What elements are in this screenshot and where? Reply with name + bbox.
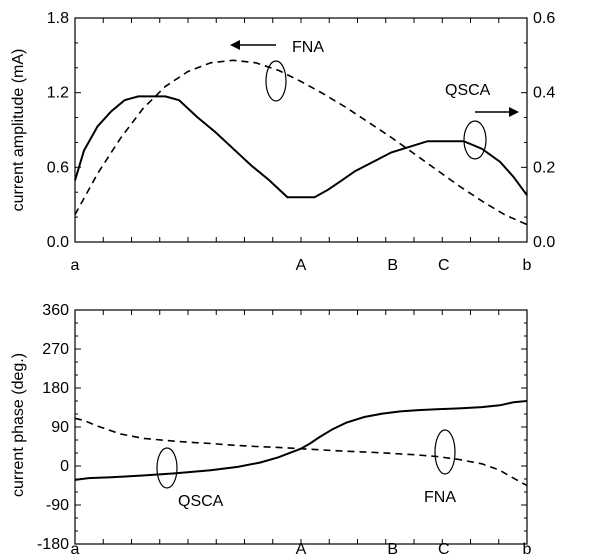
fna-phase-label: FNA	[424, 489, 456, 506]
phase-y-tick-label: 270	[42, 341, 69, 358]
phase-y-tick-label: -180	[37, 536, 69, 553]
amplitude-y-tick-label: 1.8	[47, 10, 69, 27]
amplitude-y2-tick-label: 0.4	[533, 85, 555, 102]
phase-y-tick-label: 360	[42, 302, 69, 319]
fna-arrowhead	[230, 40, 240, 50]
amplitude-x-tick-label-b: b	[523, 257, 532, 274]
amplitude-y-tick-label: 0.6	[47, 159, 69, 176]
amplitude-x-tick-label-A: A	[296, 257, 307, 274]
amplitude-y2-tick-label: 0.0	[533, 234, 555, 251]
phase-series-qsca	[74, 400, 528, 481]
qsca-amplitude-annotation: QSCA	[445, 82, 519, 160]
qsca-phase-label: QSCA	[178, 493, 224, 510]
amplitude-series-fna	[74, 59, 528, 226]
phase-y-tick-label: 0	[60, 458, 69, 475]
amplitude-x-tick-label-B: B	[387, 257, 398, 274]
amplitude-y-tick-label: 1.2	[47, 85, 69, 102]
phase-y-tick-label: 180	[42, 380, 69, 397]
fna-curve-marker-ellipse	[265, 60, 287, 102]
phase-y-axis-title: current phase (deg.)	[10, 353, 27, 497]
phase-x-tick-label-C: C	[438, 541, 450, 554]
qsca-arrowhead	[509, 107, 519, 117]
amplitude-x-tick-label-C: C	[438, 257, 450, 274]
phase-x-tick-label-A: A	[296, 541, 307, 554]
fna-phase-annotation: FNA	[424, 429, 456, 506]
phase-x-tick-label-B: B	[387, 541, 398, 554]
phase-x-tick-label-b: b	[523, 541, 532, 554]
fna-amplitude-annotation: FNA	[230, 39, 324, 102]
phase-series	[74, 400, 528, 487]
qsca-curve-marker-ellipse	[463, 120, 487, 160]
amplitude-y-tick-label: 0.0	[47, 234, 69, 251]
phase-y-tick-label: -90	[46, 497, 69, 514]
phase-plot-frame	[74, 309, 528, 545]
qsca-amplitude-label: QSCA	[445, 82, 491, 99]
phase-series-fna	[74, 417, 528, 487]
qsca-phase-marker-ellipse	[156, 447, 178, 489]
phase-x-tick-label-a: a	[71, 541, 80, 554]
amplitude-y2-tick-label: 0.2	[533, 159, 555, 176]
amplitude-series-qsca	[74, 95, 528, 199]
amplitude-x-tick-label-a: a	[71, 257, 80, 274]
phase-y-tick-label: 90	[51, 419, 69, 436]
fna-amplitude-label: FNA	[292, 39, 324, 56]
qsca-phase-annotation: QSCA	[156, 447, 224, 510]
amplitude-y2-tick-label: 0.6	[533, 10, 555, 27]
amplitude-series	[74, 59, 528, 226]
amplitude-y-axis-title: current amplitude (mA)	[10, 49, 27, 212]
fna-phase-marker-ellipse	[434, 429, 456, 475]
